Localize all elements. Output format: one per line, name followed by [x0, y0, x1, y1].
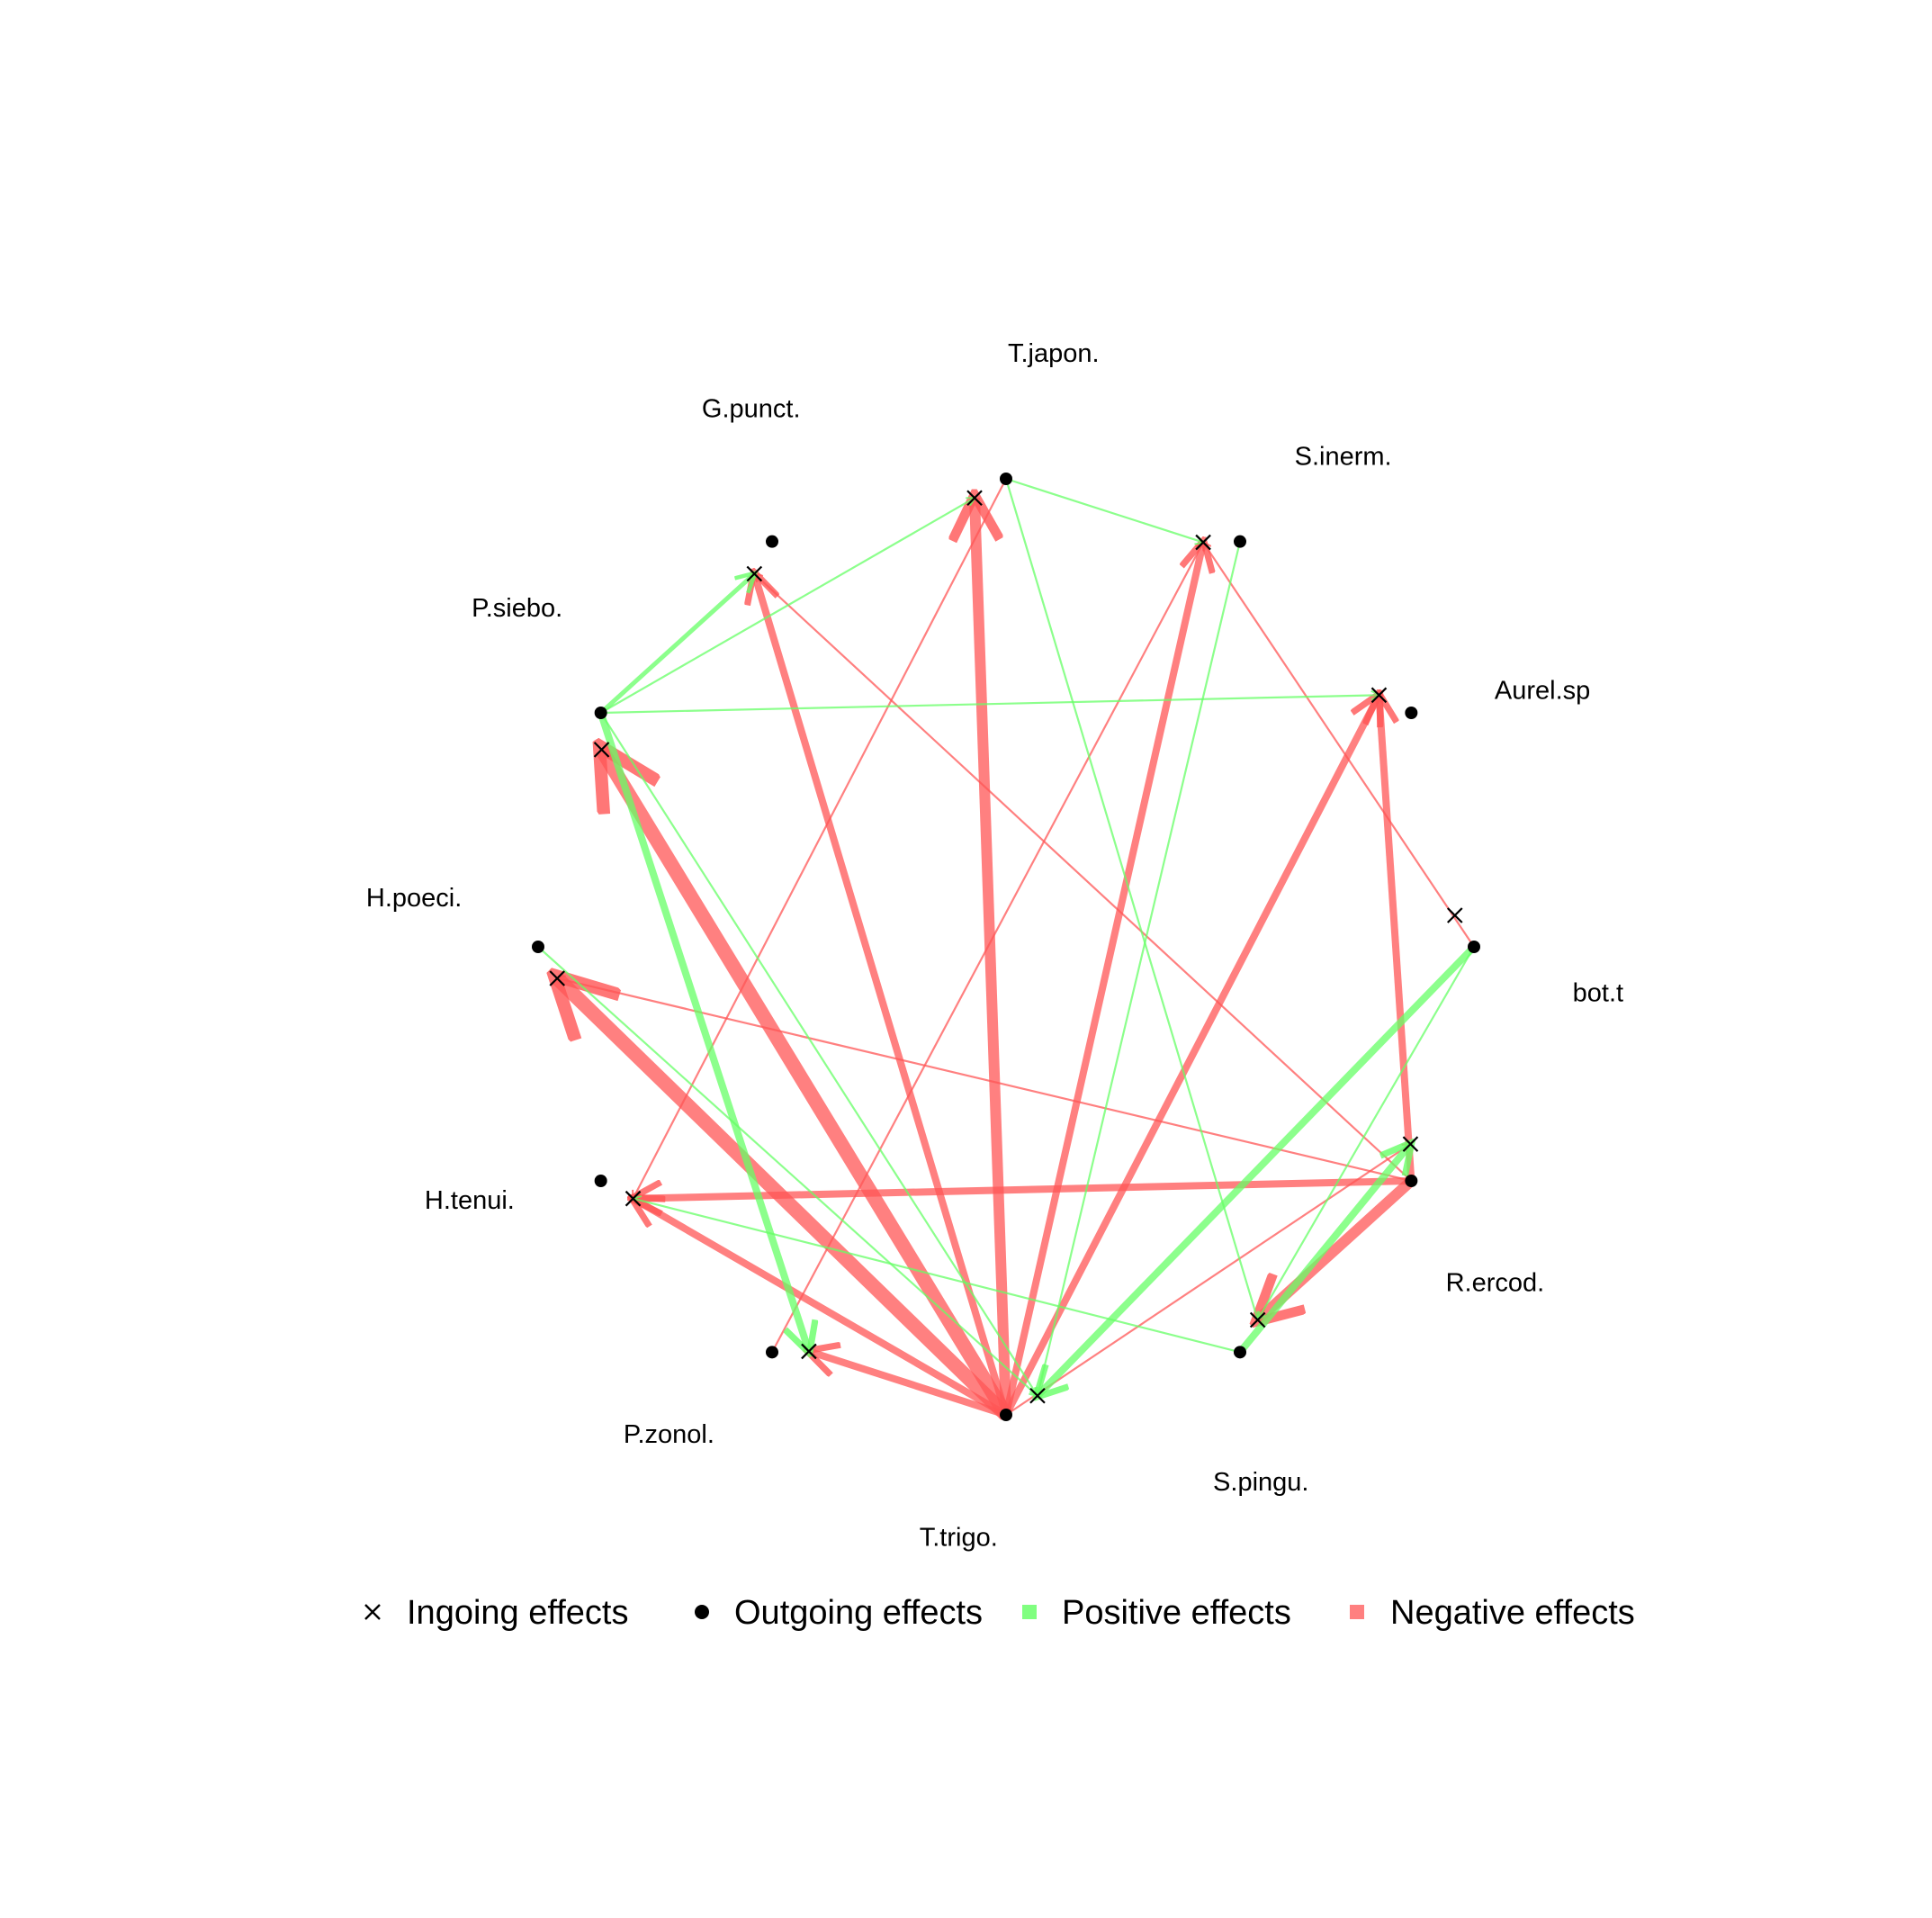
- ingoing-cross-t-trigo: [1029, 1387, 1046, 1404]
- edge-t-japon-to-h-tenui: [634, 478, 1007, 1199]
- node-label-g-punct: G.punct.: [702, 395, 801, 424]
- edge-p-zonol-to-s-inerm: [771, 543, 1203, 1353]
- edge-t-trigo-to-p-siebo: [602, 750, 1012, 1419]
- ingoing-cross-aurel-sp: [1370, 687, 1388, 704]
- legend-item-negative: Negative effects: [1350, 1594, 1635, 1632]
- node-label-t-trigo: T.trigo.: [920, 1524, 998, 1553]
- outgoing-dot-t-trigo: [1000, 1409, 1012, 1421]
- ingoing-cross-p-siebo: [593, 742, 610, 758]
- node-label-t-japon: T.japon.: [1008, 339, 1100, 368]
- outgoing-dot-aurel-sp: [1405, 707, 1418, 719]
- edge-t-japon-to-s-pingu: [1004, 478, 1258, 1319]
- edge-s-pingu-to-h-tenui: [634, 1199, 1241, 1354]
- legend-item-ingoing: Ingoing effects: [364, 1594, 628, 1632]
- edge-p-siebo-to-p-zonol: [597, 711, 809, 1351]
- node-label-bot-t: bot.t: [1573, 978, 1623, 1007]
- node-label-s-pingu: S.pingu.: [1213, 1468, 1308, 1497]
- negative-swatch: [1350, 1605, 1364, 1619]
- node-label-h-poeci: H.poeci.: [366, 884, 462, 913]
- legend-label-positive: Positive effects: [1062, 1594, 1291, 1632]
- legend-label-negative: Negative effects: [1390, 1594, 1635, 1632]
- edge-p-siebo-to-g-punct: [598, 574, 755, 715]
- outgoing-dot-s-pingu: [1234, 1346, 1246, 1359]
- node-label-p-zonol: P.zonol.: [624, 1420, 714, 1449]
- legend-label-outgoing: Outgoing effects: [734, 1594, 983, 1632]
- edge-r-ercod-to-aurel-sp: [1379, 695, 1415, 1182]
- outgoing-dot-g-punct: [766, 535, 778, 548]
- legend-label-ingoing: Ingoing effects: [407, 1594, 628, 1632]
- outgoing-dot-r-ercod: [1405, 1175, 1418, 1187]
- edge-t-trigo-to-r-ercod: [1005, 1144, 1410, 1416]
- edges-layer: [537, 477, 1477, 1420]
- edge-s-inerm-to-t-trigo: [1038, 541, 1242, 1396]
- ingoing-cross-bot-t: [1446, 907, 1463, 923]
- edge-p-siebo-to-t-trigo: [599, 712, 1038, 1396]
- outgoing-dot-bot-t: [1468, 941, 1480, 953]
- edge-t-trigo-to-t-japon: [975, 498, 1011, 1416]
- node-label-aurel-sp: Aurel.sp: [1495, 676, 1590, 705]
- node-label-p-siebo: P.siebo.: [472, 594, 562, 623]
- node-label-h-tenui: H.tenui.: [425, 1186, 515, 1215]
- ingoing-cross-g-punct: [746, 565, 763, 582]
- cross-icon: [364, 1604, 381, 1620]
- edge-bot-t-to-s-pingu: [1258, 946, 1475, 1319]
- edge-t-trigo-to-s-inerm: [1002, 543, 1203, 1416]
- ingoing-cross-r-ercod: [1402, 1136, 1419, 1152]
- outgoing-dot-p-siebo: [594, 707, 607, 719]
- edge-bot-t-to-s-inerm: [1203, 543, 1475, 948]
- ingoing-cross-p-zonol: [801, 1343, 817, 1360]
- edge-p-siebo-to-t-japon: [600, 498, 975, 714]
- outgoing-dot-h-tenui: [594, 1175, 607, 1187]
- outgoing-dot-t-japon: [1000, 473, 1012, 485]
- ingoing-cross-h-tenui: [625, 1190, 642, 1207]
- legend-item-outgoing: Outgoing effects: [695, 1594, 983, 1632]
- edge-t-trigo-to-aurel-sp: [1002, 695, 1379, 1417]
- legend-item-positive: Positive effects: [1022, 1594, 1291, 1632]
- ingoing-cross-t-japon: [966, 490, 983, 507]
- dot-icon: [695, 1605, 709, 1619]
- legend: Ingoing effects Outgoing effects Positiv…: [364, 1594, 1635, 1632]
- edge-t-trigo-to-g-punct: [754, 574, 1010, 1417]
- edge-p-siebo-to-aurel-sp: [600, 695, 1379, 715]
- node-labels-layer: T.japon. S.inerm. Aurel.sp bot.t R.ercod. S.p…: [366, 339, 1623, 1553]
- edge-r-ercod-to-h-tenui: [634, 1177, 1412, 1199]
- node-label-r-ercod: R.ercod.: [1446, 1268, 1545, 1297]
- ingoing-cross-s-inerm: [1195, 534, 1211, 551]
- edge-r-ercod-to-g-punct: [754, 574, 1413, 1182]
- outgoing-dot-s-inerm: [1234, 535, 1246, 548]
- node-markers-layer: [532, 473, 1480, 1421]
- edge-bot-t-to-t-trigo: [1038, 944, 1477, 1396]
- edge-t-japon-to-s-inerm: [1005, 477, 1203, 543]
- ingoing-cross-h-poeci: [549, 970, 566, 986]
- node-label-s-inerm: S.inerm.: [1295, 442, 1392, 471]
- positive-swatch: [1022, 1605, 1037, 1619]
- ingoing-cross-s-pingu: [1249, 1311, 1266, 1328]
- outgoing-dot-p-zonol: [766, 1346, 778, 1359]
- edge-s-pingu-to-r-ercod: [1236, 1144, 1410, 1355]
- edge-h-poeci-to-t-trigo: [537, 946, 1038, 1396]
- edge-t-trigo-to-h-tenui: [634, 1199, 1009, 1418]
- edge-t-trigo-to-p-zonol: [809, 1351, 1008, 1418]
- outgoing-dot-h-poeci: [532, 941, 544, 953]
